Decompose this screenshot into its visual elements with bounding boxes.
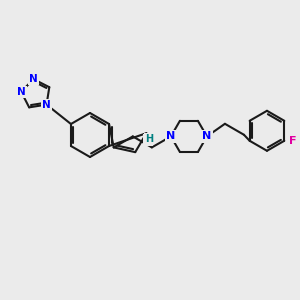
Text: N: N	[29, 74, 38, 84]
Text: N: N	[17, 87, 26, 97]
Text: H: H	[145, 134, 153, 144]
Text: NH: NH	[145, 133, 148, 134]
Text: F: F	[289, 136, 296, 146]
Text: N: N	[166, 131, 176, 141]
Text: N: N	[202, 131, 212, 141]
Text: N: N	[42, 100, 51, 110]
Text: H: H	[144, 135, 152, 145]
